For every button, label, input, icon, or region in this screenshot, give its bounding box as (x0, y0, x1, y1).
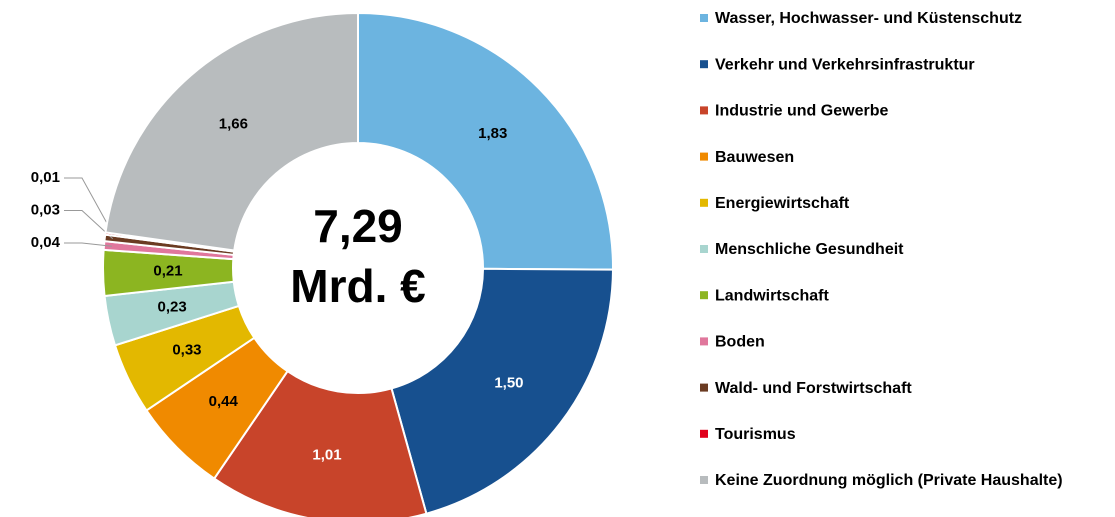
legend-label: Bauwesen (715, 149, 794, 166)
data-label: 0,01 (31, 169, 60, 186)
legend-swatch (700, 245, 708, 253)
slice (212, 369, 428, 517)
data-label: 0,03 (31, 201, 60, 218)
data-label: 0,44 (209, 393, 239, 410)
slice (357, 11, 614, 271)
data-label: 1,01 (312, 446, 341, 463)
leader-line (64, 210, 114, 240)
data-label: 0,23 (158, 298, 187, 315)
leader-line (64, 177, 114, 235)
legend-swatch (700, 14, 708, 22)
legend-swatch (700, 198, 708, 207)
data-label: 0,21 (153, 263, 182, 280)
legend-label: Industrie und Gewerbe (715, 103, 888, 120)
data-label: 1,66 (219, 116, 248, 133)
leader-line (64, 242, 113, 247)
legend-swatch (700, 476, 708, 484)
legend-label: Menschliche Gesundheit (715, 241, 904, 258)
legend-swatch (700, 60, 708, 69)
legend-label: Wasser, Hochwasser- und Küstenschutz (715, 10, 1022, 27)
legend-label: Keine Zuordnung möglich (Private Haushal… (715, 472, 1063, 489)
legend-label: Verkehr und Verkehrsinfrastruktur (715, 56, 975, 73)
legend-swatch (700, 152, 708, 161)
legend-label: Landwirtschaft (715, 287, 829, 304)
center-total: 7,29 (313, 200, 403, 252)
legend-swatch (700, 337, 708, 346)
legend-label: Wald- und Forstwirtschaft (715, 380, 912, 397)
slice (390, 267, 615, 515)
center-unit: Mrd. € (290, 260, 425, 312)
legend-swatch (700, 291, 708, 300)
data-label: 1,83 (478, 125, 507, 142)
legend-swatch (700, 429, 708, 438)
slice (104, 11, 359, 252)
data-label: 1,50 (494, 374, 523, 391)
legend-label: Boden (715, 334, 765, 351)
legend-swatch (700, 383, 708, 392)
legend-swatch (700, 106, 708, 115)
data-label: 0,33 (172, 342, 201, 359)
data-label: 0,04 (31, 234, 61, 251)
legend-label: Tourismus (715, 426, 796, 443)
legend-label: Energiewirtschaft (715, 195, 850, 212)
